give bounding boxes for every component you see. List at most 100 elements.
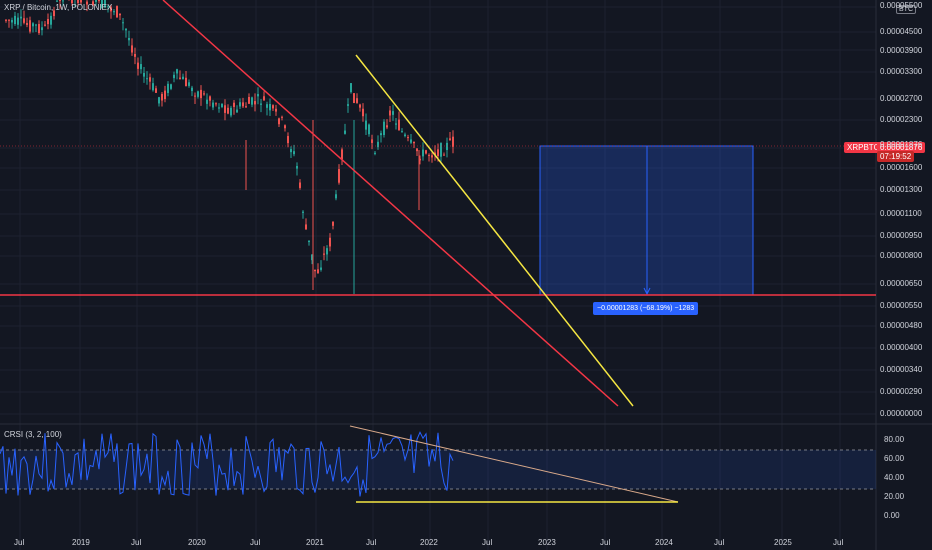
rsi-band <box>0 450 876 489</box>
candle-body <box>29 20 31 32</box>
candle-body <box>98 0 100 2</box>
rsi-tick: 80.00 <box>884 435 905 444</box>
current-price-badge: 0.00001876 <box>877 142 926 153</box>
candle-body <box>218 107 220 109</box>
candle-body <box>170 84 172 89</box>
candle-body <box>380 133 382 136</box>
candle-body <box>128 37 130 41</box>
candle-body <box>164 90 166 100</box>
price-tick: 0.00000550 <box>880 301 923 310</box>
candle-body <box>212 102 214 108</box>
candle-body <box>143 72 145 77</box>
candle-body <box>26 23 28 25</box>
candle-body <box>101 0 103 9</box>
candle-body <box>350 83 352 93</box>
candle-body <box>239 102 241 107</box>
candle-body <box>326 248 328 255</box>
candle-body <box>398 119 400 131</box>
candle-body <box>278 118 280 125</box>
candle-body <box>392 111 394 115</box>
candle-body <box>362 108 364 117</box>
candle-body <box>155 88 157 93</box>
candle-body <box>62 0 64 2</box>
rsi-tick: 0.00 <box>884 511 900 520</box>
candle-body <box>446 142 448 151</box>
candle-body <box>110 7 112 12</box>
candle-body <box>338 169 340 183</box>
candle-body <box>296 166 298 169</box>
time-tick: Jul <box>482 538 493 547</box>
candle-body <box>137 62 139 69</box>
chart-title: XRP / Bitcoin, 1W, POLONIEX <box>4 3 113 12</box>
candle-body <box>77 0 79 4</box>
price-tick: 0.00003900 <box>880 46 923 55</box>
candle-body <box>224 105 226 113</box>
candle-body <box>134 53 136 57</box>
candle-body <box>20 16 22 19</box>
candle-body <box>38 24 40 34</box>
candle-body <box>95 0 97 2</box>
candle-body <box>284 125 286 129</box>
candle-body <box>113 11 115 13</box>
measure-arrow-head <box>643 287 651 296</box>
candle-body <box>314 269 316 272</box>
candle-body <box>221 103 223 108</box>
candle-body <box>227 107 229 114</box>
price-tick: 0.00000480 <box>880 321 923 330</box>
candle-body <box>125 28 127 31</box>
red-trendline <box>162 0 619 407</box>
time-tick: Jul <box>131 538 142 547</box>
candle-body <box>251 97 253 105</box>
time-tick: Jul <box>250 538 261 547</box>
time-tick: 2020 <box>188 538 206 547</box>
price-tick: 0.00001300 <box>880 185 923 194</box>
candle-body <box>416 148 418 152</box>
time-tick: 2023 <box>538 538 556 547</box>
candle-body <box>305 224 307 230</box>
candle-body <box>311 254 313 261</box>
candle-body <box>263 96 265 101</box>
indicator-label[interactable]: CRSI (3, 2, 100) <box>4 430 62 439</box>
candle-body <box>275 108 277 112</box>
candle-body <box>185 77 187 87</box>
candle-body <box>365 120 367 130</box>
candle-body <box>158 97 160 104</box>
candle-body <box>371 139 373 143</box>
candle-body <box>302 211 304 213</box>
price-tick: 0.00001876 <box>880 140 923 149</box>
candle-body <box>269 104 271 111</box>
candle-body <box>353 93 355 103</box>
candle-body <box>92 1 94 6</box>
candle-body <box>248 97 250 104</box>
candle-body <box>200 89 202 99</box>
candle-body <box>389 110 391 116</box>
candle-body <box>332 221 334 226</box>
candle-body <box>410 139 412 143</box>
candle-body <box>182 76 184 80</box>
candle-body <box>335 194 337 199</box>
candle-body <box>149 77 151 82</box>
price-tick: 0.00001100 <box>880 209 922 218</box>
rsi-tick: 60.00 <box>884 454 905 463</box>
candle-body <box>56 0 58 2</box>
price-tick: 0.00004500 <box>880 27 923 36</box>
price-tick: 0.00000400 <box>880 343 923 352</box>
candle-body <box>401 131 403 133</box>
candle-body <box>242 102 244 107</box>
time-tick: 2022 <box>420 538 438 547</box>
candle-body <box>176 69 178 74</box>
candle-body <box>191 87 193 92</box>
candle-body <box>320 267 322 270</box>
candle-body <box>23 18 25 23</box>
candle-body <box>107 5 109 7</box>
price-tick: 0.00001600 <box>880 163 923 172</box>
rsi-line <box>0 431 454 497</box>
candle-body <box>230 107 232 116</box>
candle-body <box>356 98 358 103</box>
candle-body <box>434 152 436 156</box>
currency-tag[interactable]: BTC <box>896 5 916 14</box>
candle-body <box>203 93 205 95</box>
candle-body <box>161 93 163 101</box>
